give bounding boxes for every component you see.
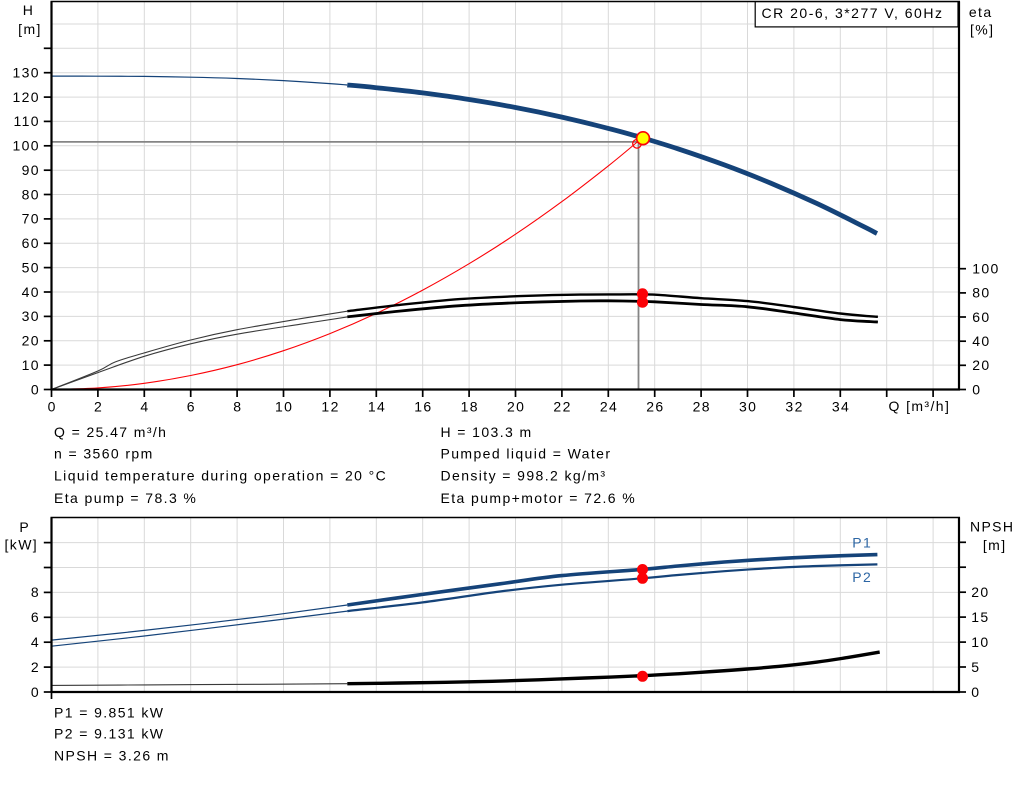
svg-text:14: 14	[368, 399, 386, 415]
svg-text:P2: P2	[852, 569, 872, 585]
svg-text:Pumped liquid = Water: Pumped liquid = Water	[441, 446, 612, 462]
svg-text:CR 20-6, 3*277 V, 60Hz: CR 20-6, 3*277 V, 60Hz	[762, 5, 944, 21]
svg-text:90: 90	[22, 162, 40, 178]
svg-text:2: 2	[94, 399, 103, 415]
svg-text:110: 110	[13, 113, 40, 129]
svg-text:20: 20	[507, 399, 525, 415]
svg-text:[kW]: [kW]	[5, 537, 39, 553]
svg-text:80: 80	[22, 186, 40, 202]
svg-text:70: 70	[22, 211, 40, 227]
svg-text:10: 10	[22, 357, 40, 373]
svg-text:16: 16	[414, 399, 432, 415]
svg-text:26: 26	[646, 399, 664, 415]
svg-text:20: 20	[22, 333, 40, 349]
svg-text:60: 60	[22, 235, 40, 251]
svg-text:eta: eta	[969, 4, 993, 20]
svg-text:12: 12	[321, 399, 339, 415]
svg-text:6: 6	[187, 399, 196, 415]
svg-text:20: 20	[971, 584, 989, 600]
svg-text:100: 100	[972, 261, 1000, 277]
svg-text:50: 50	[22, 259, 40, 275]
svg-text:P2 = 9.131 kW: P2 = 9.131 kW	[54, 726, 164, 742]
svg-text:n = 3560 rpm: n = 3560 rpm	[54, 446, 154, 462]
svg-text:Liquid temperature during oper: Liquid temperature during operation = 20…	[54, 468, 387, 484]
svg-text:22: 22	[553, 399, 571, 415]
svg-text:20: 20	[972, 357, 990, 373]
svg-text:40: 40	[22, 284, 40, 300]
svg-text:Q [m³/h]: Q [m³/h]	[889, 398, 951, 414]
svg-text:10: 10	[971, 634, 989, 650]
svg-text:100: 100	[12, 138, 40, 154]
svg-text:80: 80	[972, 285, 990, 301]
svg-text:34: 34	[832, 399, 850, 415]
svg-text:0: 0	[971, 684, 980, 700]
svg-text:130: 130	[12, 65, 40, 81]
svg-text:H: H	[23, 2, 35, 18]
svg-text:0: 0	[48, 399, 57, 415]
svg-text:0: 0	[31, 381, 40, 397]
svg-text:30: 30	[22, 308, 40, 324]
svg-text:NPSH = 3.26 m: NPSH = 3.26 m	[54, 748, 170, 764]
svg-text:8: 8	[233, 399, 242, 415]
svg-text:4: 4	[140, 399, 149, 415]
svg-text:P1 = 9.851 kW: P1 = 9.851 kW	[54, 705, 164, 721]
svg-text:Eta pump+motor = 72.6 %: Eta pump+motor = 72.6 %	[441, 490, 637, 506]
svg-text:5: 5	[971, 659, 980, 675]
svg-text:10: 10	[275, 399, 293, 415]
svg-text:H = 103.3 m: H = 103.3 m	[441, 424, 533, 440]
svg-text:40: 40	[972, 333, 990, 349]
svg-text:NPSH: NPSH	[970, 519, 1015, 535]
svg-text:6: 6	[31, 609, 40, 625]
svg-text:4: 4	[31, 634, 40, 650]
svg-text:30: 30	[739, 399, 757, 415]
svg-text:Q = 25.47 m³/h: Q = 25.47 m³/h	[54, 424, 167, 440]
svg-text:[m]: [m]	[18, 21, 42, 37]
svg-text:Eta pump = 78.3 %: Eta pump = 78.3 %	[54, 490, 197, 506]
svg-text:15: 15	[971, 609, 989, 625]
svg-text:8: 8	[31, 584, 40, 600]
svg-text:2: 2	[31, 659, 40, 675]
svg-text:18: 18	[461, 399, 479, 415]
svg-text:120: 120	[12, 89, 40, 105]
svg-text:[m]: [m]	[983, 537, 1007, 553]
svg-text:24: 24	[600, 399, 618, 415]
svg-text:P: P	[19, 519, 30, 535]
svg-text:0: 0	[31, 684, 40, 700]
svg-text:0: 0	[972, 381, 981, 397]
svg-text:60: 60	[972, 309, 990, 325]
svg-text:32: 32	[785, 399, 803, 415]
svg-text:28: 28	[693, 399, 711, 415]
svg-text:Density = 998.2 kg/m³: Density = 998.2 kg/m³	[441, 468, 607, 484]
svg-text:P1: P1	[852, 535, 872, 551]
svg-text:[%]: [%]	[970, 22, 994, 38]
